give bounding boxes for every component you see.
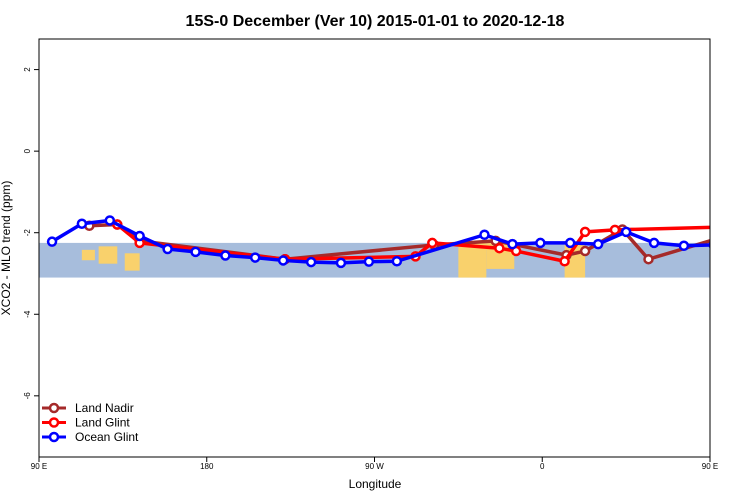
- data-point: [220, 250, 231, 261]
- y-tick-label: 0: [23, 148, 32, 153]
- data-point: [609, 224, 621, 236]
- land-shape: [458, 242, 487, 278]
- series-ocean-glint: [46, 215, 746, 269]
- data-point: [190, 246, 201, 258]
- data-point: [559, 256, 570, 267]
- series-layer: [46, 215, 746, 269]
- x-tick-label: 90 E: [31, 462, 47, 471]
- data-point: [134, 230, 145, 242]
- legend-label: Land Nadir: [75, 401, 134, 415]
- data-point: [335, 257, 347, 269]
- data-point: [46, 236, 58, 247]
- y-tick-label: 2: [23, 67, 32, 72]
- data-point: [305, 256, 317, 268]
- y-axis-label: XCO2 - MLO trend (ppm): [0, 181, 13, 316]
- y-axis: 2 0 -2 -4 -6: [23, 67, 39, 400]
- x-axis-label: Longitude: [349, 477, 402, 491]
- data-point: [76, 218, 88, 229]
- data-point: [277, 255, 289, 266]
- legend-marker: [48, 431, 60, 443]
- y-tick-label: -4: [23, 310, 32, 318]
- data-point: [620, 226, 632, 238]
- data-point: [643, 253, 654, 265]
- land-shape: [98, 246, 118, 264]
- x-tick-label: 90 W: [365, 462, 384, 471]
- legend-label: Ocean Glint: [75, 430, 139, 444]
- data-point: [678, 240, 690, 252]
- data-point: [162, 243, 173, 255]
- data-point: [391, 256, 403, 267]
- x-axis: 90 E 180 90 W 0 90 E: [31, 457, 718, 471]
- data-point: [507, 238, 518, 250]
- data-point: [363, 256, 375, 267]
- data-point: [738, 239, 746, 247]
- x-tick-label: 0: [540, 462, 545, 471]
- data-point: [708, 241, 710, 249]
- data-point: [104, 215, 116, 226]
- data-point: [579, 226, 591, 238]
- series-line: [51, 218, 710, 265]
- data-point: [648, 237, 660, 249]
- data-point: [564, 237, 576, 249]
- land-shape: [124, 253, 140, 271]
- land-shape: [81, 249, 95, 261]
- data-point: [592, 238, 604, 250]
- data-point: [494, 242, 505, 254]
- legend-marker: [48, 417, 60, 428]
- legend-label: Land Glint: [75, 416, 130, 430]
- x-tick-label: 180: [200, 462, 214, 471]
- data-point: [479, 229, 490, 240]
- data-point: [427, 237, 438, 249]
- data-point: [579, 245, 591, 257]
- legend-marker: [48, 402, 60, 414]
- chart-title: 15S-0 December (Ver 10) 2015-01-01 to 20…: [186, 13, 565, 30]
- data-point: [249, 252, 261, 263]
- y-tick-label: -2: [23, 229, 32, 237]
- data-point: [535, 237, 546, 249]
- y-tick-label: -6: [23, 392, 32, 400]
- x-tick-label: 90 E: [702, 462, 718, 471]
